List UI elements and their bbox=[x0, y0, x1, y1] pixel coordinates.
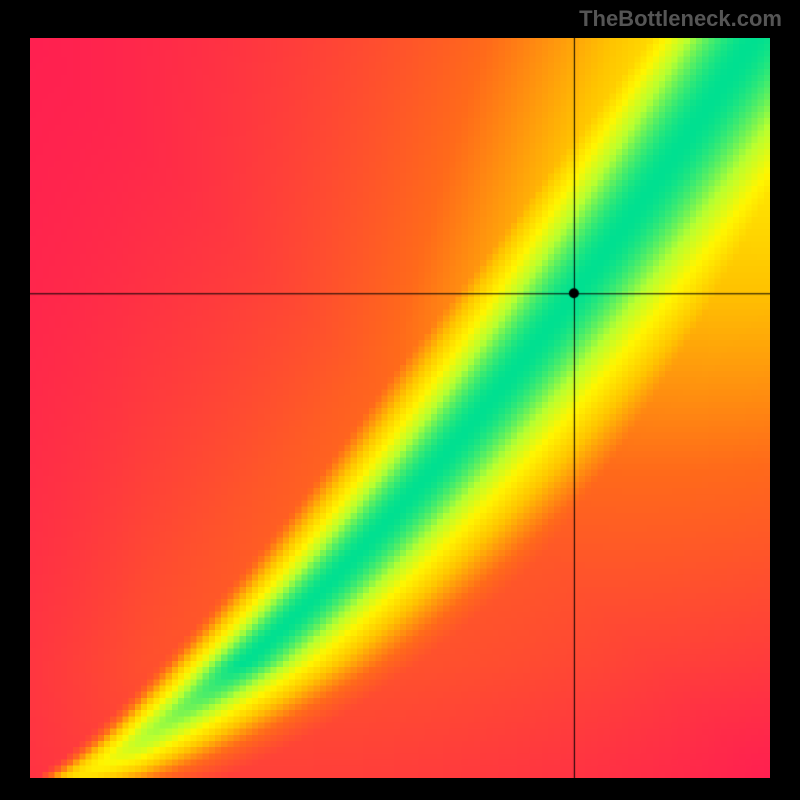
crosshair-overlay bbox=[30, 38, 770, 778]
bottleneck-heatmap bbox=[30, 38, 770, 778]
watermark-text: TheBottleneck.com bbox=[579, 6, 782, 32]
